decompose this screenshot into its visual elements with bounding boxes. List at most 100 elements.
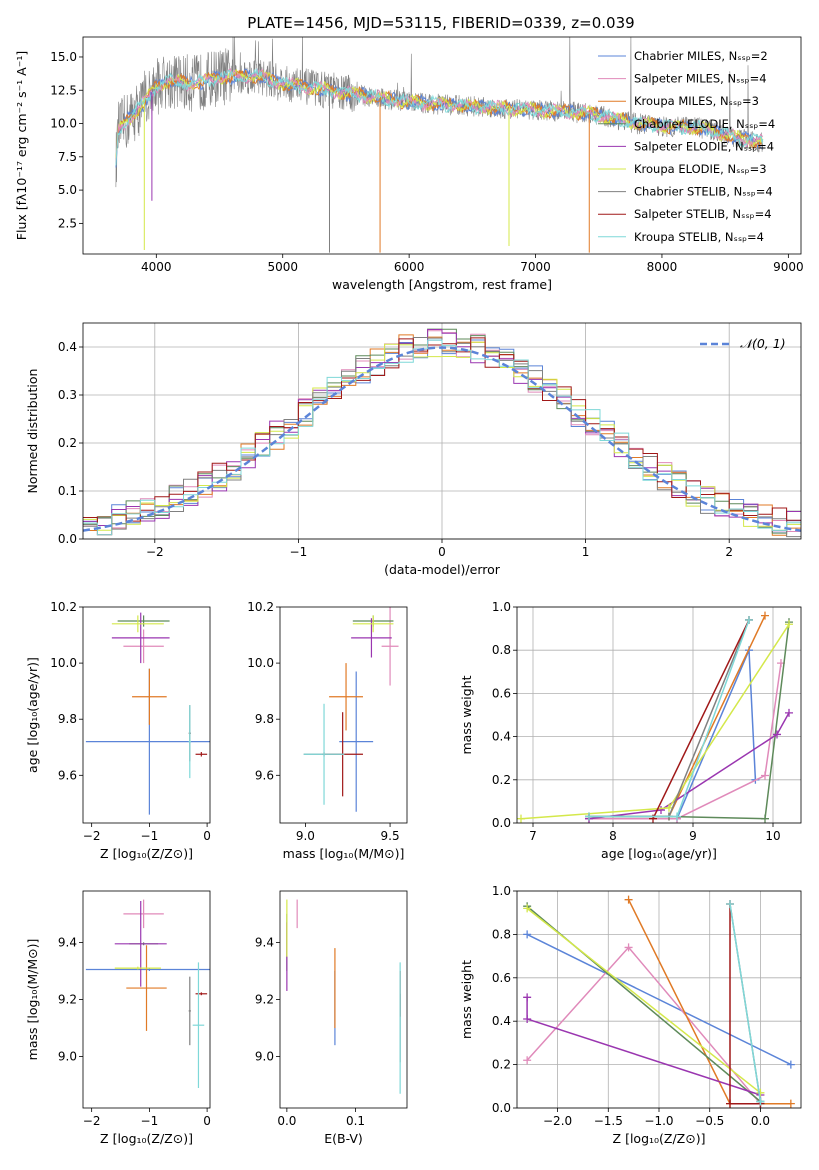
- y-tick-label: 10.0: [50, 117, 77, 131]
- x-tick-label: 0: [203, 829, 211, 843]
- errorbar-point: [329, 663, 363, 731]
- errorbar-point: [126, 945, 167, 1031]
- errorbar-point: [123, 899, 164, 929]
- series-line: [526, 933, 792, 1066]
- errorbar-point: [188, 705, 191, 779]
- legend: 𝒩(0, 1): [700, 336, 786, 351]
- x-axis-label: Z [log₁₀(Z/Z⊙)]: [100, 846, 193, 861]
- errorbar-point: [192, 962, 205, 1089]
- errorbar-point: [114, 966, 161, 970]
- legend-entry: Kroupa STELIB, Nₛₛₚ=4: [634, 230, 764, 244]
- axes-residuals: −2 −1 0 1 2 0.0 0.1 0.2 0.3 0.4 (data-model)/error…: [25, 322, 802, 577]
- x-axis-label: mass [log₁₀(M/M⊙)]: [283, 846, 405, 861]
- series-line: [526, 997, 761, 1096]
- y-axis-label: mass [log₁₀(M/M⊙)]: [25, 939, 40, 1061]
- y-tick-label: 9.2: [255, 993, 274, 1007]
- series-kroupa-elodie: [523, 904, 765, 1097]
- model-spectrum: [115, 67, 764, 163]
- series-marker: [673, 812, 681, 821]
- axes-mass_vs_Z: −2 −1 0 9.0 9.2 9.4 Z [log₁₀(Z/Z⊙)] mass [log₁₀…: [25, 890, 211, 1146]
- x-tick-label: 0.0: [751, 1114, 770, 1128]
- y-tick-label: 0.8: [492, 643, 511, 657]
- series-marker: [523, 930, 532, 939]
- axes-frame: [516, 606, 802, 824]
- x-tick-label: 5000: [267, 260, 298, 274]
- overlay: 7 8 9 10 0.0 0.2 0.4 0.6 0.8 1.0 age [log₁₀(age/yr…: [459, 600, 802, 861]
- x-tick-label: 0: [203, 1114, 211, 1128]
- x-axis-label: age [log₁₀(age/yr)]: [601, 846, 717, 861]
- series-marker: [761, 611, 769, 620]
- overlay: −2 −1 0 1 2 0.0 0.1 0.2 0.3 0.4 (data-model)/error…: [25, 322, 802, 577]
- errorbar-point: [188, 976, 191, 1046]
- series-chabrier-miles: [523, 930, 795, 1069]
- x-axis-label: (data-model)/error: [384, 562, 501, 577]
- y-tick-label: 5.0: [58, 183, 77, 197]
- x-tick-label: 1: [582, 545, 590, 559]
- errorbar-point: [339, 671, 374, 812]
- overlay: −2.0 −1.5 −1.0 −0.5 0.0 0.0 0.2 0.4 0.6 0.8 1.0 Z […: [459, 884, 802, 1146]
- series-marker: [773, 730, 781, 739]
- y-tick-label: 9.4: [255, 935, 274, 949]
- y-tick-label: 9.2: [58, 993, 77, 1007]
- x-tick-label: −2: [146, 545, 164, 559]
- legend-entry: Kroupa ELODIE, Nₛₛₚ=3: [634, 162, 767, 176]
- x-tick-label: 9.5: [381, 829, 400, 843]
- series-marker: [726, 900, 734, 909]
- y-tick-label: 9.0: [58, 1050, 77, 1064]
- plot-area: [115, 37, 764, 253]
- y-tick-label: 0.6: [492, 686, 511, 700]
- x-tick-label: 6000: [394, 260, 425, 274]
- x-tick-label: 8000: [647, 260, 678, 274]
- series-marker: [517, 814, 525, 823]
- series-kroupa-stelib: [585, 615, 753, 821]
- residual-histogram: [83, 334, 801, 536]
- y-tick-label: 0.2: [58, 436, 77, 450]
- legend-entry: Kroupa MILES, Nₛₛₚ=3: [634, 94, 759, 108]
- y-tick-label: 9.0: [255, 1050, 274, 1064]
- x-tick-label: −1: [141, 1114, 159, 1128]
- x-tick-label: 8: [609, 829, 617, 843]
- series-line: [526, 907, 761, 1094]
- y-tick-label: 9.8: [58, 712, 77, 726]
- x-tick-label: −0.5: [695, 1114, 724, 1128]
- y-axis-label: mass weight: [459, 960, 474, 1039]
- x-axis-label: Z [log₁₀(Z/Z⊙)]: [100, 1131, 193, 1146]
- axes-frame: [82, 36, 802, 255]
- overlay: 9.0 9.5 9.6 9.8 10.0 10.2 mass [log₁₀(M/M⊙)]: [247, 600, 408, 861]
- series-marker: [745, 615, 753, 624]
- plot-area: [85, 612, 210, 815]
- overlay: −2 −1 0 9.6 9.8 10.0 10.2 Z [log₁₀(Z/Z⊙)] age [l…: [25, 600, 211, 861]
- legend-entry: 𝒩(0, 1): [740, 336, 786, 351]
- x-tick-label: −2: [83, 1114, 101, 1128]
- y-tick-label: 10.2: [247, 600, 274, 614]
- y-tick-label: 0.0: [492, 1101, 511, 1115]
- x-axis-label: Z [log₁₀(Z/Z⊙)]: [613, 1131, 706, 1146]
- x-tick-label: −1.5: [594, 1114, 623, 1128]
- y-tick-label: 0.4: [492, 1014, 511, 1028]
- series-marker: [657, 806, 665, 815]
- overlay: −2 −1 0 9.0 9.2 9.4 Z [log₁₀(Z/Z⊙)] mass [log₁₀…: [25, 890, 211, 1146]
- x-tick-label: 4000: [141, 260, 172, 274]
- x-axis-label: wavelength [Angstrom, rest frame]: [332, 277, 552, 292]
- x-axis-label: E(B-V): [324, 1131, 363, 1146]
- series-marker: [624, 895, 633, 904]
- y-axis-label: Normed distribution: [25, 369, 40, 494]
- legend-entry: Chabrier STELIB, Nₛₛₚ=4: [634, 185, 773, 199]
- x-tick-label: 9: [689, 829, 697, 843]
- axes-age_vs_Z: −2 −1 0 9.6 9.8 10.0 10.2 Z [log₁₀(Z/Z⊙)] age [l…: [25, 600, 211, 861]
- plot-area: [517, 611, 793, 823]
- x-tick-label: 9.0: [296, 829, 315, 843]
- axes-massweight_vs_Z: −2.0 −1.5 −1.0 −0.5 0.0 0.0 0.2 0.4 0.6 0.8 1.0 Z […: [459, 884, 802, 1146]
- series-marker: [523, 993, 532, 1002]
- x-tick-label: 0.0: [277, 1114, 296, 1128]
- axes-spectrum: 4000 5000 6000 7000 8000 9000 2.5 5.0 7.5 10.0 12.…: [14, 36, 804, 292]
- series-marker: [726, 1099, 734, 1108]
- series-marker: [786, 1060, 795, 1069]
- errorbar-point: [381, 607, 399, 686]
- errorbar-point: [111, 615, 164, 633]
- legend-entry: Salpeter STELIB, Nₛₛₚ=4: [634, 207, 772, 221]
- legend: Chabrier MILES, Nₛₛₚ=2 Salpeter MILES, Nₛ…: [598, 49, 775, 244]
- errorbar-point: [117, 615, 170, 627]
- legend-entry: Chabrier ELODIE, Nₛₛₚ=4: [634, 117, 775, 131]
- residual-histogram: [83, 341, 801, 531]
